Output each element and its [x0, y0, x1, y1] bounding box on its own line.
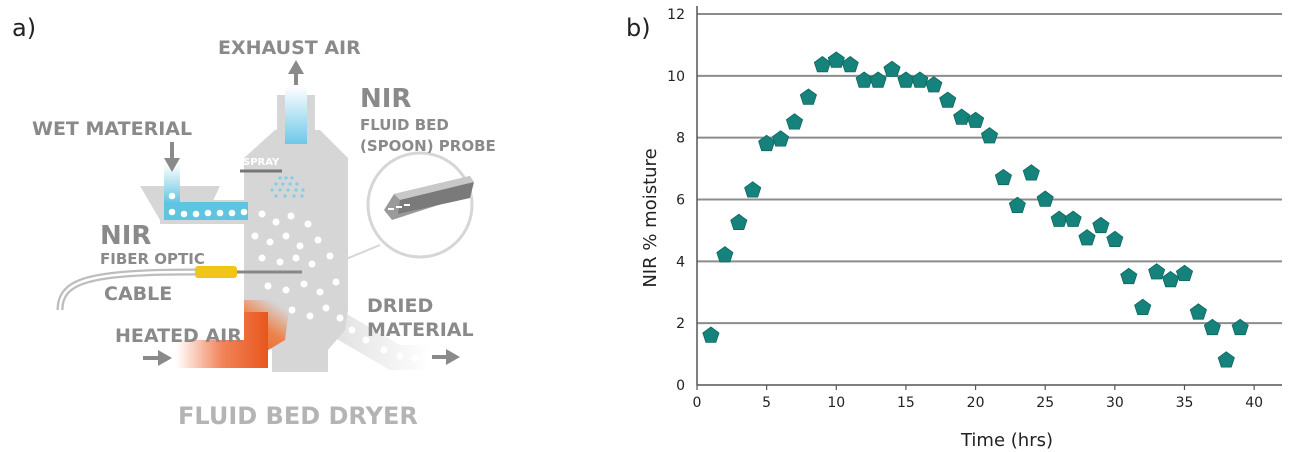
fluidized-particles — [251, 210, 419, 362]
y-tick-label: 4 — [676, 254, 685, 270]
data-point — [953, 108, 971, 125]
x-tick-labels: 0 5 10 15 20 25 30 35 40 — [693, 395, 1264, 411]
diagram-caption: FLUID BED DRYER — [178, 402, 418, 430]
exhaust-air-label: EXHAUST AIR — [218, 37, 361, 59]
y-tick-label: 6 — [676, 193, 685, 209]
x-tick-label: 5 — [762, 395, 771, 411]
data-point — [967, 111, 985, 128]
fiber-label-line1: FIBER OPTIC — [100, 250, 205, 268]
data-point — [841, 56, 859, 73]
chart-axes — [696, 6, 1282, 390]
data-point — [1036, 190, 1054, 207]
probe-label-line2: (SPOON) PROBE — [360, 137, 496, 155]
moisture-chart: b) 0 2 4 6 8 10 12 0 5 10 15 20 25 30 35 40 Time (hrs)… — [626, 6, 1282, 451]
data-point — [1078, 229, 1096, 246]
data-point — [1217, 351, 1235, 368]
y-tick-label: 2 — [676, 316, 685, 332]
chart-gridlines — [697, 13, 1282, 325]
exhaust-arrow-icon — [288, 60, 304, 74]
exhaust-airflow — [285, 86, 307, 144]
panel-label-a: a) — [12, 14, 36, 42]
x-tick-label: 25 — [1036, 395, 1054, 411]
spray-mist-icon — [270, 176, 305, 198]
spray-label: SPRAY — [243, 157, 280, 168]
data-point — [1189, 303, 1207, 320]
data-point — [1134, 298, 1152, 316]
data-point — [1120, 267, 1138, 285]
data-point — [911, 71, 929, 88]
x-axis-title: Time (hrs) — [960, 430, 1053, 451]
data-points — [702, 51, 1249, 368]
x-tick-label: 40 — [1245, 395, 1263, 411]
data-point — [869, 71, 887, 88]
wet-material-label: WET MATERIAL — [32, 118, 192, 140]
fiber-label-line2: CABLE — [104, 283, 172, 305]
wet-material-flow — [164, 164, 180, 204]
y-axis-title: NIR % moisture — [640, 148, 661, 287]
heated-air-arrow-icon — [158, 350, 172, 366]
data-point — [980, 127, 999, 144]
dried-label-line1: DRIED — [367, 295, 433, 317]
data-point — [1175, 264, 1194, 282]
dried-material-arrow-icon — [446, 349, 460, 365]
data-point — [1092, 216, 1110, 234]
panel-label-b: b) — [626, 14, 651, 42]
data-point — [883, 60, 901, 77]
data-point — [855, 71, 873, 88]
x-tick-label: 0 — [693, 395, 702, 411]
data-point — [799, 88, 817, 105]
data-point — [730, 213, 748, 231]
data-point — [702, 326, 720, 343]
data-point — [772, 130, 790, 147]
data-point — [744, 181, 762, 198]
x-tick-label: 10 — [827, 395, 845, 411]
data-point — [1022, 164, 1040, 181]
data-point — [1162, 270, 1180, 288]
y-tick-label: 12 — [667, 7, 685, 23]
heated-air-duct — [176, 312, 268, 368]
data-point — [994, 168, 1012, 186]
data-point — [1064, 210, 1082, 227]
data-point — [716, 246, 734, 263]
y-tick-label: 8 — [676, 131, 685, 147]
y-tick-label: 0 — [676, 378, 685, 394]
wet-material-arrow-icon — [164, 158, 180, 172]
y-tick-label: 10 — [667, 69, 685, 85]
fluid-bed-dryer-diagram: a) — [12, 14, 496, 430]
dried-label-line2: MATERIAL — [367, 319, 474, 341]
fiber-optic-connector — [195, 266, 237, 278]
data-point — [1148, 263, 1166, 280]
heated-air-label: HEATED AIR — [115, 325, 242, 347]
data-point — [827, 51, 845, 68]
data-point — [1008, 196, 1026, 214]
nir-probe-title: NIR — [360, 84, 411, 114]
data-point — [925, 76, 943, 93]
data-point — [897, 71, 915, 88]
x-tick-label: 15 — [897, 395, 915, 411]
data-point — [939, 91, 957, 108]
nir-fiber-title: NIR — [100, 221, 151, 251]
data-point — [785, 113, 804, 130]
x-tick-label: 30 — [1106, 395, 1124, 411]
x-tick-label: 20 — [967, 395, 985, 411]
probe-label-line1: FLUID BED — [360, 116, 449, 134]
x-tick-label: 35 — [1176, 395, 1194, 411]
spoon-probe-icon — [384, 176, 474, 220]
data-point — [1106, 230, 1124, 248]
data-point — [813, 56, 831, 73]
y-tick-labels: 0 2 4 6 8 10 12 — [667, 7, 685, 394]
data-point — [1050, 210, 1068, 227]
data-point — [1231, 318, 1249, 336]
data-point — [1203, 318, 1221, 336]
